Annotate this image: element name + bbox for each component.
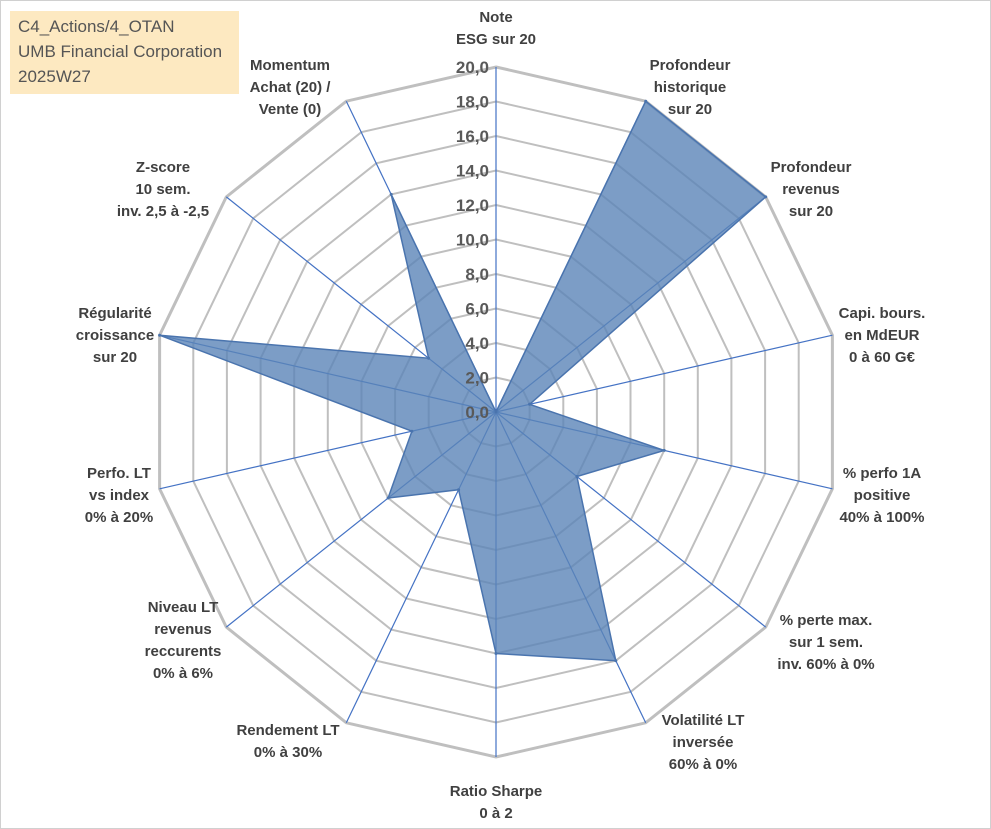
axis-label-line: reccurents <box>145 643 222 660</box>
info-box: C4_Actions/4_OTAN UMB Financial Corporat… <box>10 11 239 94</box>
data-point <box>644 99 648 103</box>
axis-label-line: Vente (0) <box>259 101 322 118</box>
axis-label-line: 10 sem. <box>135 181 190 198</box>
axis-label-line: en MdEUR <box>845 327 920 344</box>
radar-series <box>158 99 768 663</box>
axis-label-line: Ratio Sharpe <box>450 783 543 800</box>
axis-label-line: inv. 60% à 0% <box>777 656 874 673</box>
tick-label: 2,0 <box>465 369 489 388</box>
axis-label-line: sur 20 <box>789 203 833 220</box>
axis-spoke <box>495 334 833 413</box>
info-line-week: 2025W27 <box>18 67 91 86</box>
axis-label-line: Profondeur <box>771 159 852 176</box>
axis-label-line: Volatilité LT <box>662 712 745 729</box>
axis-label: Ratio Sharpe 0 à 2 <box>450 783 543 822</box>
tick-label: 20,0 <box>456 58 489 77</box>
axis-label-line: sur 20 <box>668 101 712 118</box>
axis-label: % perte max. sur 1 sem. inv. 60% à 0% <box>777 612 874 673</box>
axis-label-line: Z-score <box>136 159 190 176</box>
axis-label-line: Perfo. LT <box>87 465 151 482</box>
axis-label: Note ESG sur 20 <box>456 9 536 48</box>
data-point <box>662 448 666 452</box>
data-point <box>427 356 431 360</box>
data-point <box>158 333 162 337</box>
axis-label: Niveau LT revenus reccurents 0% à 6% <box>145 599 222 682</box>
axis-label-line: 60% à 0% <box>669 756 737 773</box>
tick-label: 6,0 <box>465 300 489 319</box>
axis-label-line: 0 à 60 G€ <box>849 349 916 366</box>
axis-label-line: Achat (20) / <box>250 79 332 96</box>
axis-label-line: Note <box>479 9 512 26</box>
axis-label-line: 0% à 6% <box>153 665 213 682</box>
tick-label: 18,0 <box>456 93 489 112</box>
axis-label-line: sur 1 sem. <box>789 634 863 651</box>
axis-label-line: % perte max. <box>780 612 873 629</box>
axis-label-line: 0% à 20% <box>85 509 153 526</box>
axis-label-line: vs index <box>89 487 150 504</box>
data-point <box>389 192 393 196</box>
axis-label: Profondeur historique sur 20 <box>650 57 731 118</box>
data-point <box>410 429 414 433</box>
axis-label-line: Momentum <box>250 57 330 74</box>
axis-label-line: historique <box>654 79 727 96</box>
axis-label-line: positive <box>854 487 911 504</box>
axis-label-line: revenus <box>154 621 212 638</box>
axis-label-line: 40% à 100% <box>839 509 924 526</box>
axis-label-line: Niveau LT <box>148 599 219 616</box>
tick-label: 10,0 <box>456 231 489 250</box>
axis-label-line: croissance <box>76 327 154 344</box>
data-point <box>494 652 498 655</box>
axis-label-line: % perfo 1A <box>843 465 922 482</box>
info-line-category: C4_Actions/4_OTAN <box>18 17 175 36</box>
radar-axis-labels: Note ESG sur 20 Profondeur historique sur 20… <box>76 9 926 822</box>
axis-label-line: inversée <box>673 734 734 751</box>
axis-label-line: inv. 2,5 à -2,5 <box>117 203 209 220</box>
info-line-company: UMB Financial Corporation <box>18 42 223 61</box>
axis-label-line: sur 20 <box>93 349 137 366</box>
axis-label: Perfo. LT vs index 0% à 20% <box>85 465 153 526</box>
data-point <box>614 659 618 663</box>
tick-label: 14,0 <box>456 162 489 181</box>
tick-label: 16,0 <box>456 127 489 146</box>
radar-tick-labels: 0,0 2,0 4,0 6,0 8,0 10,0 12,0 14,0 16,0 18,0 20,0 <box>456 58 489 422</box>
data-point <box>457 488 461 492</box>
axis-label: Capi. bours. en MdEUR 0 à 60 G€ <box>839 305 926 366</box>
axis-label: Rendement LT 0% à 30% <box>236 722 339 761</box>
tick-label: 0,0 <box>465 403 489 422</box>
tick-label: 8,0 <box>465 265 489 284</box>
data-point <box>494 410 498 414</box>
axis-label-line: 0% à 30% <box>254 744 322 761</box>
axis-label: Z-score 10 sem. inv. 2,5 à -2,5 <box>117 159 209 220</box>
axis-label-line: revenus <box>782 181 840 198</box>
axis-label: Profondeur revenus sur 20 <box>771 159 852 220</box>
axis-label: Momentum Achat (20) / Vente (0) <box>250 57 332 118</box>
data-point <box>764 195 768 199</box>
axis-label-line: Régularité <box>78 305 151 322</box>
data-point <box>575 475 579 478</box>
axis-label: % perfo 1A positive 40% à 100% <box>839 465 924 526</box>
axis-label-line: Profondeur <box>650 57 731 74</box>
axis-label-line: 0 à 2 <box>479 805 512 822</box>
axis-label-line: ESG sur 20 <box>456 31 536 48</box>
tick-label: 4,0 <box>465 334 489 353</box>
data-point <box>386 496 390 500</box>
axis-label: Volatilité LT inversée 60% à 0% <box>662 712 745 773</box>
data-point <box>528 402 532 406</box>
axis-label-line: Rendement LT <box>236 722 339 739</box>
axis-label: Régularité croissance sur 20 <box>76 305 154 366</box>
axis-label-line: Capi. bours. <box>839 305 926 322</box>
tick-label: 12,0 <box>456 196 489 215</box>
